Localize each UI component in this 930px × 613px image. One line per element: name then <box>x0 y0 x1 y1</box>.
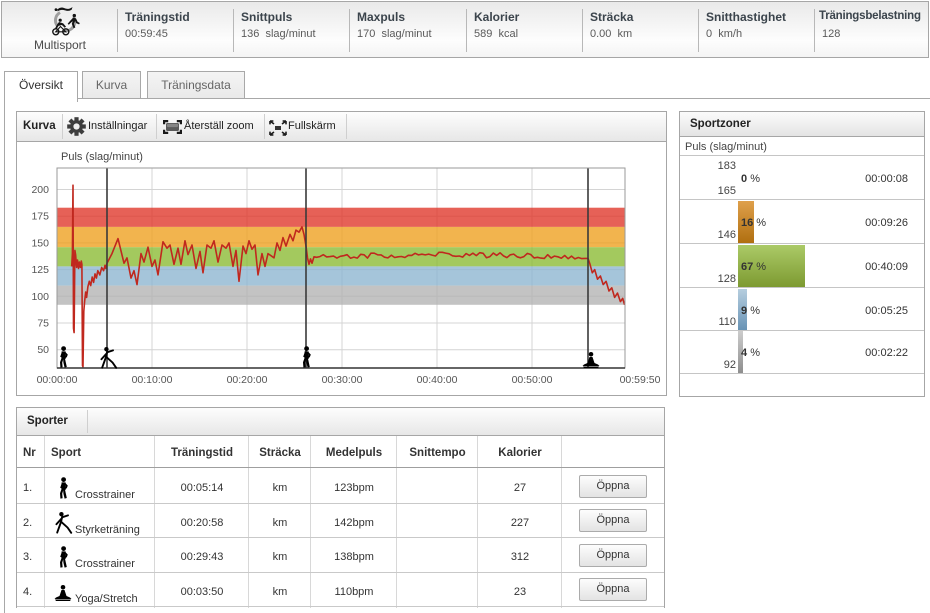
svg-text:100: 100 <box>31 291 49 303</box>
svg-text:200: 200 <box>31 184 49 196</box>
svg-text:50: 50 <box>37 344 49 356</box>
svg-text:00:50:00: 00:50:00 <box>512 374 553 386</box>
svg-text:125: 125 <box>31 264 49 276</box>
svg-text:00:59:50: 00:59:50 <box>620 374 661 386</box>
svg-text:150: 150 <box>31 237 49 249</box>
svg-text:00:30:00: 00:30:00 <box>322 374 363 386</box>
svg-text:00:20:00: 00:20:00 <box>227 374 268 386</box>
svg-text:00:00:00: 00:00:00 <box>37 374 78 386</box>
svg-text:00:40:00: 00:40:00 <box>417 374 458 386</box>
svg-text:175: 175 <box>31 211 49 223</box>
svg-text:Puls (slag/minut): Puls (slag/minut) <box>61 151 143 163</box>
svg-text:75: 75 <box>37 318 49 330</box>
svg-text:00:10:00: 00:10:00 <box>132 374 173 386</box>
